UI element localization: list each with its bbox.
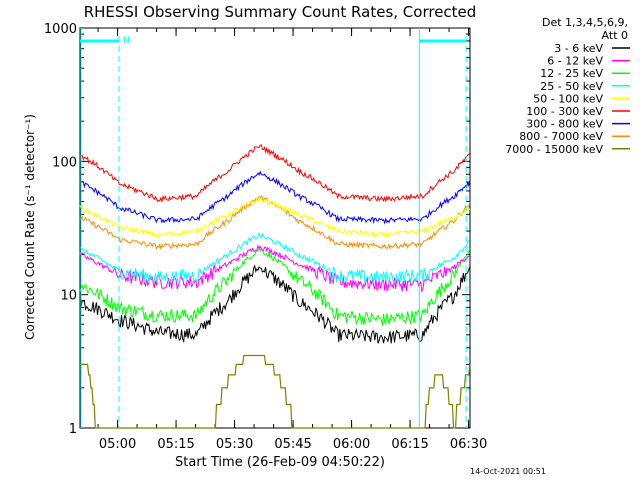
- series-line-7000-15000-kev: [80, 354, 471, 429]
- series-line-300-800-kev: [79, 170, 471, 225]
- legend-label: 25 - 50 keV: [540, 80, 603, 93]
- x-tick-label: 05:45: [274, 437, 311, 452]
- legend-header-line-2: Att 0: [602, 29, 628, 42]
- y-axis-label: Corrected Count Rate (s⁻¹ detector⁻¹): [23, 114, 37, 340]
- flag-label: N: [123, 36, 130, 46]
- x-tick-label: 06:15: [391, 437, 428, 452]
- x-tick-label: 05:30: [216, 437, 253, 452]
- legend-label: 6 - 12 keV: [547, 55, 603, 68]
- y-tick-label: 1000: [44, 22, 77, 37]
- series-line-25-50-kev: [80, 231, 471, 285]
- y-tick-label: 100: [52, 155, 77, 170]
- legend-label: 50 - 100 keV: [533, 92, 603, 105]
- series-line-12-25-kev: [79, 246, 471, 326]
- series-line-50-100-kev: [79, 195, 471, 239]
- x-tick-label: 05:00: [99, 437, 136, 452]
- legend-label: 800 - 7000 keV: [519, 130, 603, 143]
- y-tick-label: 1: [69, 422, 77, 437]
- legend-label: 3 - 6 keV: [554, 42, 603, 55]
- legend-label: 12 - 25 keV: [540, 67, 603, 80]
- legend-label: 7000 - 15000 keV: [505, 143, 603, 156]
- series-line-3-6-kev: [79, 264, 471, 344]
- x-tick-label: 06:30: [450, 437, 487, 452]
- x-tick-label: 05:15: [157, 437, 194, 452]
- plot-frame: [79, 27, 471, 429]
- x-tick-label: 06:00: [333, 437, 370, 452]
- y-tick-label: 10: [60, 289, 77, 304]
- legend-label: 100 - 300 keV: [526, 105, 603, 118]
- footer-date: 14-Oct-2021 00:51: [470, 467, 546, 476]
- series-line-6-12-kev: [79, 244, 471, 293]
- chart-title: RHESSI Observing Summary Count Rates, Co…: [84, 3, 477, 21]
- x-axis-label: Start Time (26-Feb-09 04:50:22): [175, 455, 385, 470]
- legend-header-line-1: Det 1,3,4,5,6,9,: [542, 16, 628, 29]
- legend-label: 300 - 800 keV: [526, 118, 603, 131]
- series-line-100-300-kev: [79, 144, 471, 203]
